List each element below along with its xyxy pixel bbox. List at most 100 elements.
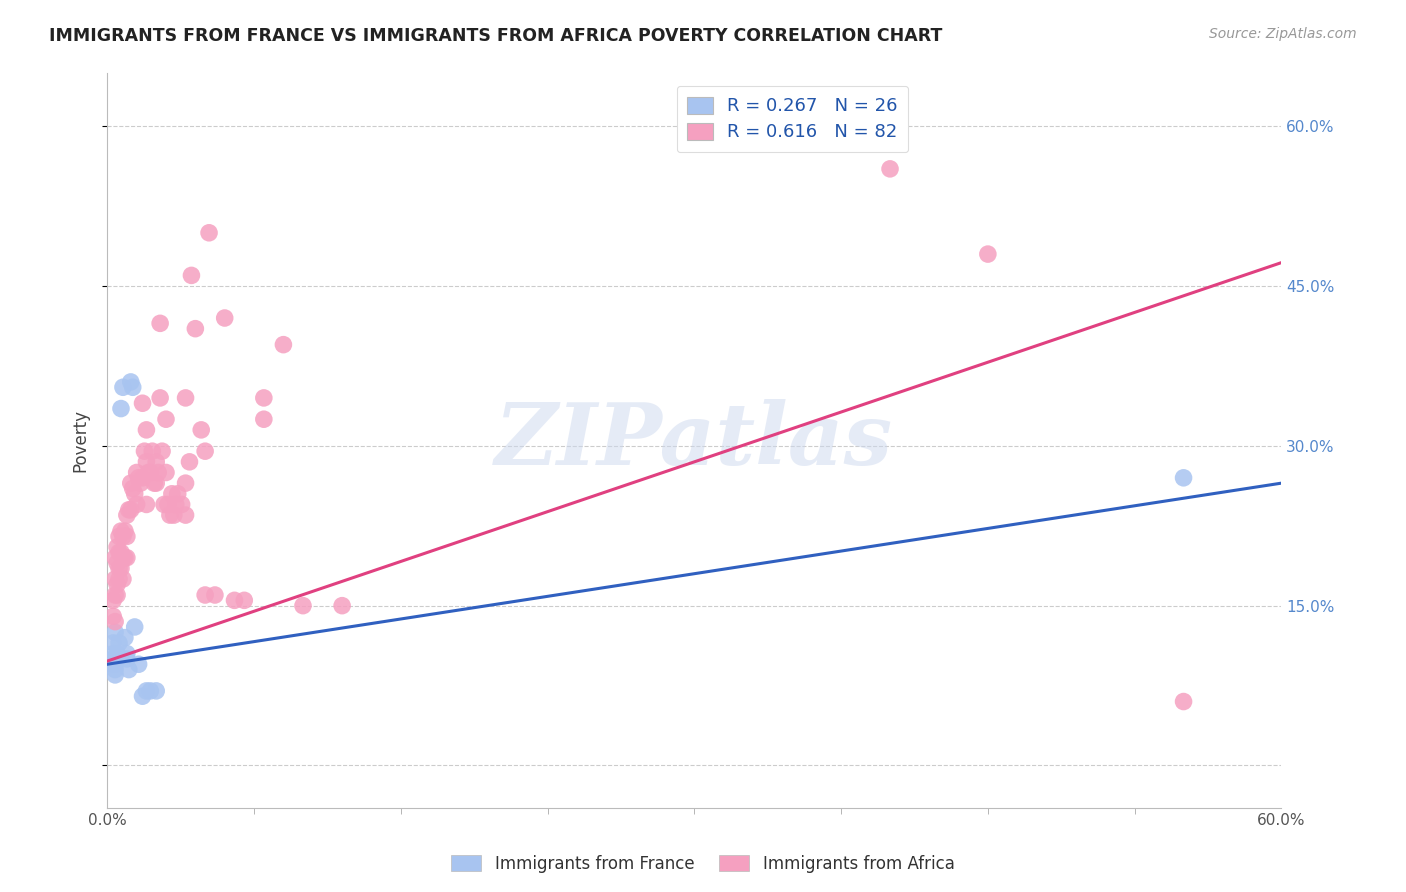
Point (135, 455, 157, 469)
Point (139, 466, 162, 480)
Point (153, 498, 176, 512)
Point (194, 588, 217, 602)
Point (166, 487, 188, 501)
Point (120, 375, 142, 389)
Point (253, 412, 276, 426)
Point (134, 444, 156, 458)
Point (104, 572, 127, 586)
Point (111, 380, 134, 394)
Text: Source: ZipAtlas.com: Source: ZipAtlas.com (1209, 27, 1357, 41)
Point (111, 572, 134, 586)
Point (105, 577, 128, 591)
Point (159, 508, 181, 522)
Legend: Immigrants from France, Immigrants from Africa: Immigrants from France, Immigrants from … (444, 848, 962, 880)
Point (150, 444, 173, 458)
Point (104, 550, 127, 565)
Point (104, 657, 127, 672)
Point (135, 684, 157, 698)
Point (165, 498, 187, 512)
Point (115, 508, 138, 522)
Point (101, 652, 124, 666)
Point (108, 545, 131, 559)
Point (214, 311, 236, 326)
Point (125, 498, 148, 512)
Point (120, 502, 142, 516)
Point (121, 380, 143, 394)
Point (879, 161, 901, 176)
Point (101, 636, 124, 650)
Point (184, 321, 207, 335)
Point (146, 466, 169, 480)
Point (124, 487, 146, 501)
Point (104, 625, 127, 640)
Point (198, 226, 221, 240)
Point (156, 498, 179, 512)
Point (108, 529, 131, 543)
Point (115, 647, 138, 661)
Point (190, 423, 212, 437)
Point (115, 529, 138, 543)
Point (204, 588, 226, 602)
Point (330, 599, 353, 613)
Point (170, 498, 193, 512)
Point (253, 391, 276, 405)
Point (128, 657, 150, 672)
Point (118, 502, 141, 516)
Point (977, 247, 1000, 261)
Point (145, 476, 167, 491)
Point (108, 561, 131, 575)
Point (139, 684, 162, 698)
Point (104, 663, 127, 677)
Point (105, 588, 128, 602)
Point (155, 466, 177, 480)
Point (149, 316, 172, 330)
Point (110, 524, 132, 538)
Point (135, 423, 157, 437)
Point (291, 599, 314, 613)
Point (110, 401, 132, 416)
Point (105, 540, 128, 554)
Point (101, 609, 124, 624)
Point (121, 482, 143, 496)
Point (129, 476, 152, 491)
Point (104, 588, 127, 602)
Legend: R = 0.267   N = 26, R = 0.616   N = 82: R = 0.267 N = 26, R = 0.616 N = 82 (676, 86, 908, 153)
Point (124, 620, 146, 634)
Point (163, 508, 186, 522)
Point (101, 657, 124, 672)
Point (111, 550, 134, 565)
Point (108, 572, 131, 586)
Point (141, 444, 163, 458)
Point (1173, 471, 1195, 485)
Point (114, 524, 136, 538)
Point (131, 690, 153, 704)
Point (143, 476, 166, 491)
Point (155, 412, 177, 426)
Point (273, 337, 295, 351)
Y-axis label: Poverty: Poverty (72, 409, 89, 472)
Point (131, 396, 153, 410)
Point (194, 444, 217, 458)
Point (105, 647, 128, 661)
Point (110, 545, 132, 559)
Point (114, 631, 136, 645)
Point (115, 652, 138, 666)
Text: IMMIGRANTS FROM FRANCE VS IMMIGRANTS FROM AFRICA POVERTY CORRELATION CHART: IMMIGRANTS FROM FRANCE VS IMMIGRANTS FRO… (49, 27, 942, 45)
Point (174, 508, 197, 522)
Point (145, 684, 167, 698)
Point (135, 498, 157, 512)
Point (120, 476, 142, 491)
Point (174, 391, 197, 405)
Point (233, 593, 256, 607)
Point (160, 487, 183, 501)
Point (179, 455, 201, 469)
Point (101, 593, 124, 607)
Point (118, 663, 141, 677)
Text: ZIPatlas: ZIPatlas (495, 399, 893, 483)
Point (115, 550, 138, 565)
Point (105, 556, 128, 570)
Point (1173, 694, 1195, 708)
Point (149, 391, 172, 405)
Point (174, 476, 197, 491)
Point (145, 455, 167, 469)
